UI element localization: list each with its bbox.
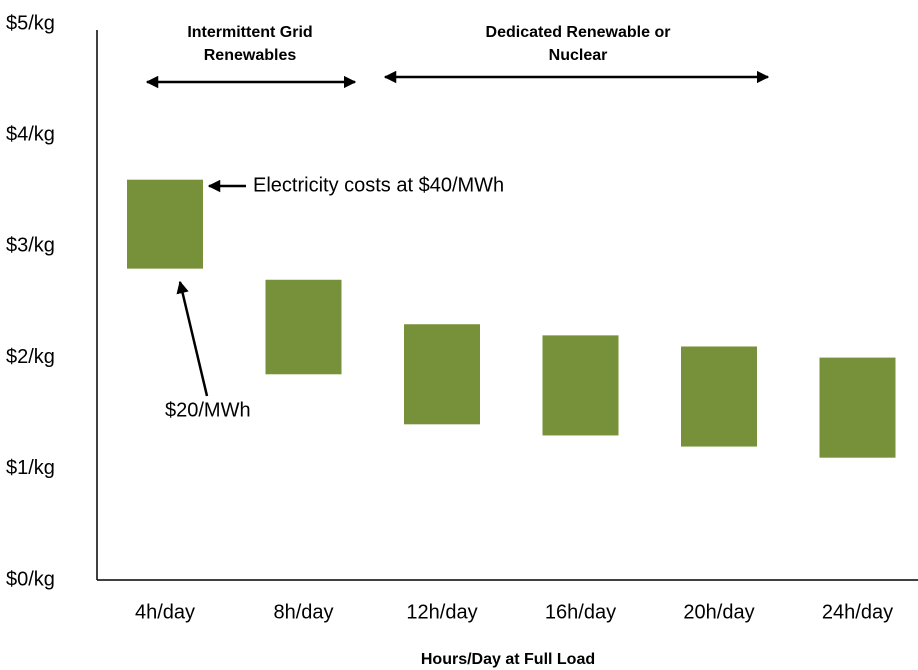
x-tick-label: 24h/day bbox=[822, 601, 893, 623]
bar bbox=[542, 335, 619, 436]
group-label: Nuclear bbox=[549, 47, 608, 64]
y-tick-label: $2/kg bbox=[6, 346, 55, 368]
x-tick-label: 8h/day bbox=[273, 601, 333, 623]
y-tick-label: $3/kg bbox=[6, 235, 55, 257]
bar bbox=[819, 357, 896, 458]
bar bbox=[127, 179, 203, 269]
group-label: Intermittent Grid bbox=[187, 24, 312, 41]
bar bbox=[265, 279, 342, 375]
annotation-arrow bbox=[176, 280, 209, 397]
bar bbox=[404, 324, 480, 425]
y-tick-label: $0/kg bbox=[6, 568, 55, 590]
x-tick-label: 16h/day bbox=[545, 601, 616, 623]
bar bbox=[681, 346, 757, 447]
x-tick-label: 12h/day bbox=[406, 601, 477, 623]
group-label: Renewables bbox=[204, 47, 297, 64]
x-tick-label: 4h/day bbox=[135, 601, 195, 623]
y-tick-label: $4/kg bbox=[6, 123, 55, 145]
x-axis-label: Hours/Day at Full Load bbox=[421, 651, 595, 668]
y-tick-label: $1/kg bbox=[6, 457, 55, 479]
annotation: Electricity costs at $40/MWh bbox=[253, 174, 504, 196]
y-tick-label: $5/kg bbox=[6, 12, 55, 34]
annotation: $20/MWh bbox=[165, 399, 251, 421]
x-tick-label: 20h/day bbox=[683, 601, 754, 623]
group-label: Dedicated Renewable or bbox=[486, 24, 671, 41]
